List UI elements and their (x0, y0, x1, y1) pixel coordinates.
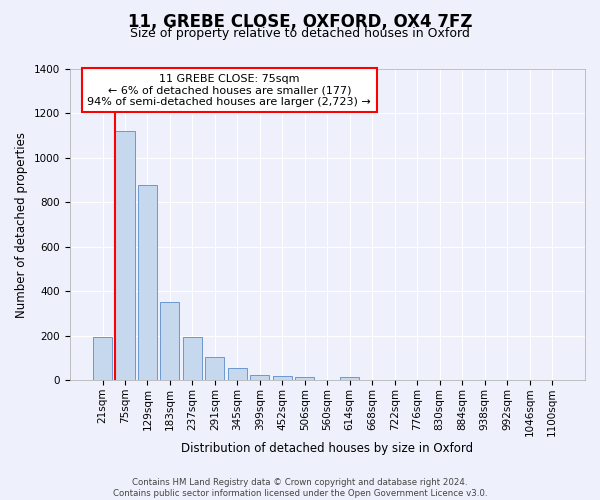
Text: Contains HM Land Registry data © Crown copyright and database right 2024.
Contai: Contains HM Land Registry data © Crown c… (113, 478, 487, 498)
Text: Size of property relative to detached houses in Oxford: Size of property relative to detached ho… (130, 28, 470, 40)
Bar (115, 131, 134, 380)
Bar (183, 337, 202, 380)
Y-axis label: Number of detached properties: Number of detached properties (15, 132, 28, 318)
Bar (273, 376, 292, 380)
X-axis label: Distribution of detached houses by size in Oxford: Distribution of detached houses by size … (181, 442, 473, 455)
Bar (205, 357, 224, 380)
Bar (295, 377, 314, 380)
Text: 11 GREBE CLOSE: 75sqm
← 6% of detached houses are smaller (177)
94% of semi-deta: 11 GREBE CLOSE: 75sqm ← 6% of detached h… (88, 74, 371, 107)
Bar (160, 302, 179, 380)
Bar (340, 377, 359, 380)
Bar (93, 337, 112, 380)
Bar (138, 184, 157, 380)
Text: 11, GREBE CLOSE, OXFORD, OX4 7FZ: 11, GREBE CLOSE, OXFORD, OX4 7FZ (128, 12, 472, 30)
Bar (228, 368, 247, 380)
Bar (250, 376, 269, 380)
